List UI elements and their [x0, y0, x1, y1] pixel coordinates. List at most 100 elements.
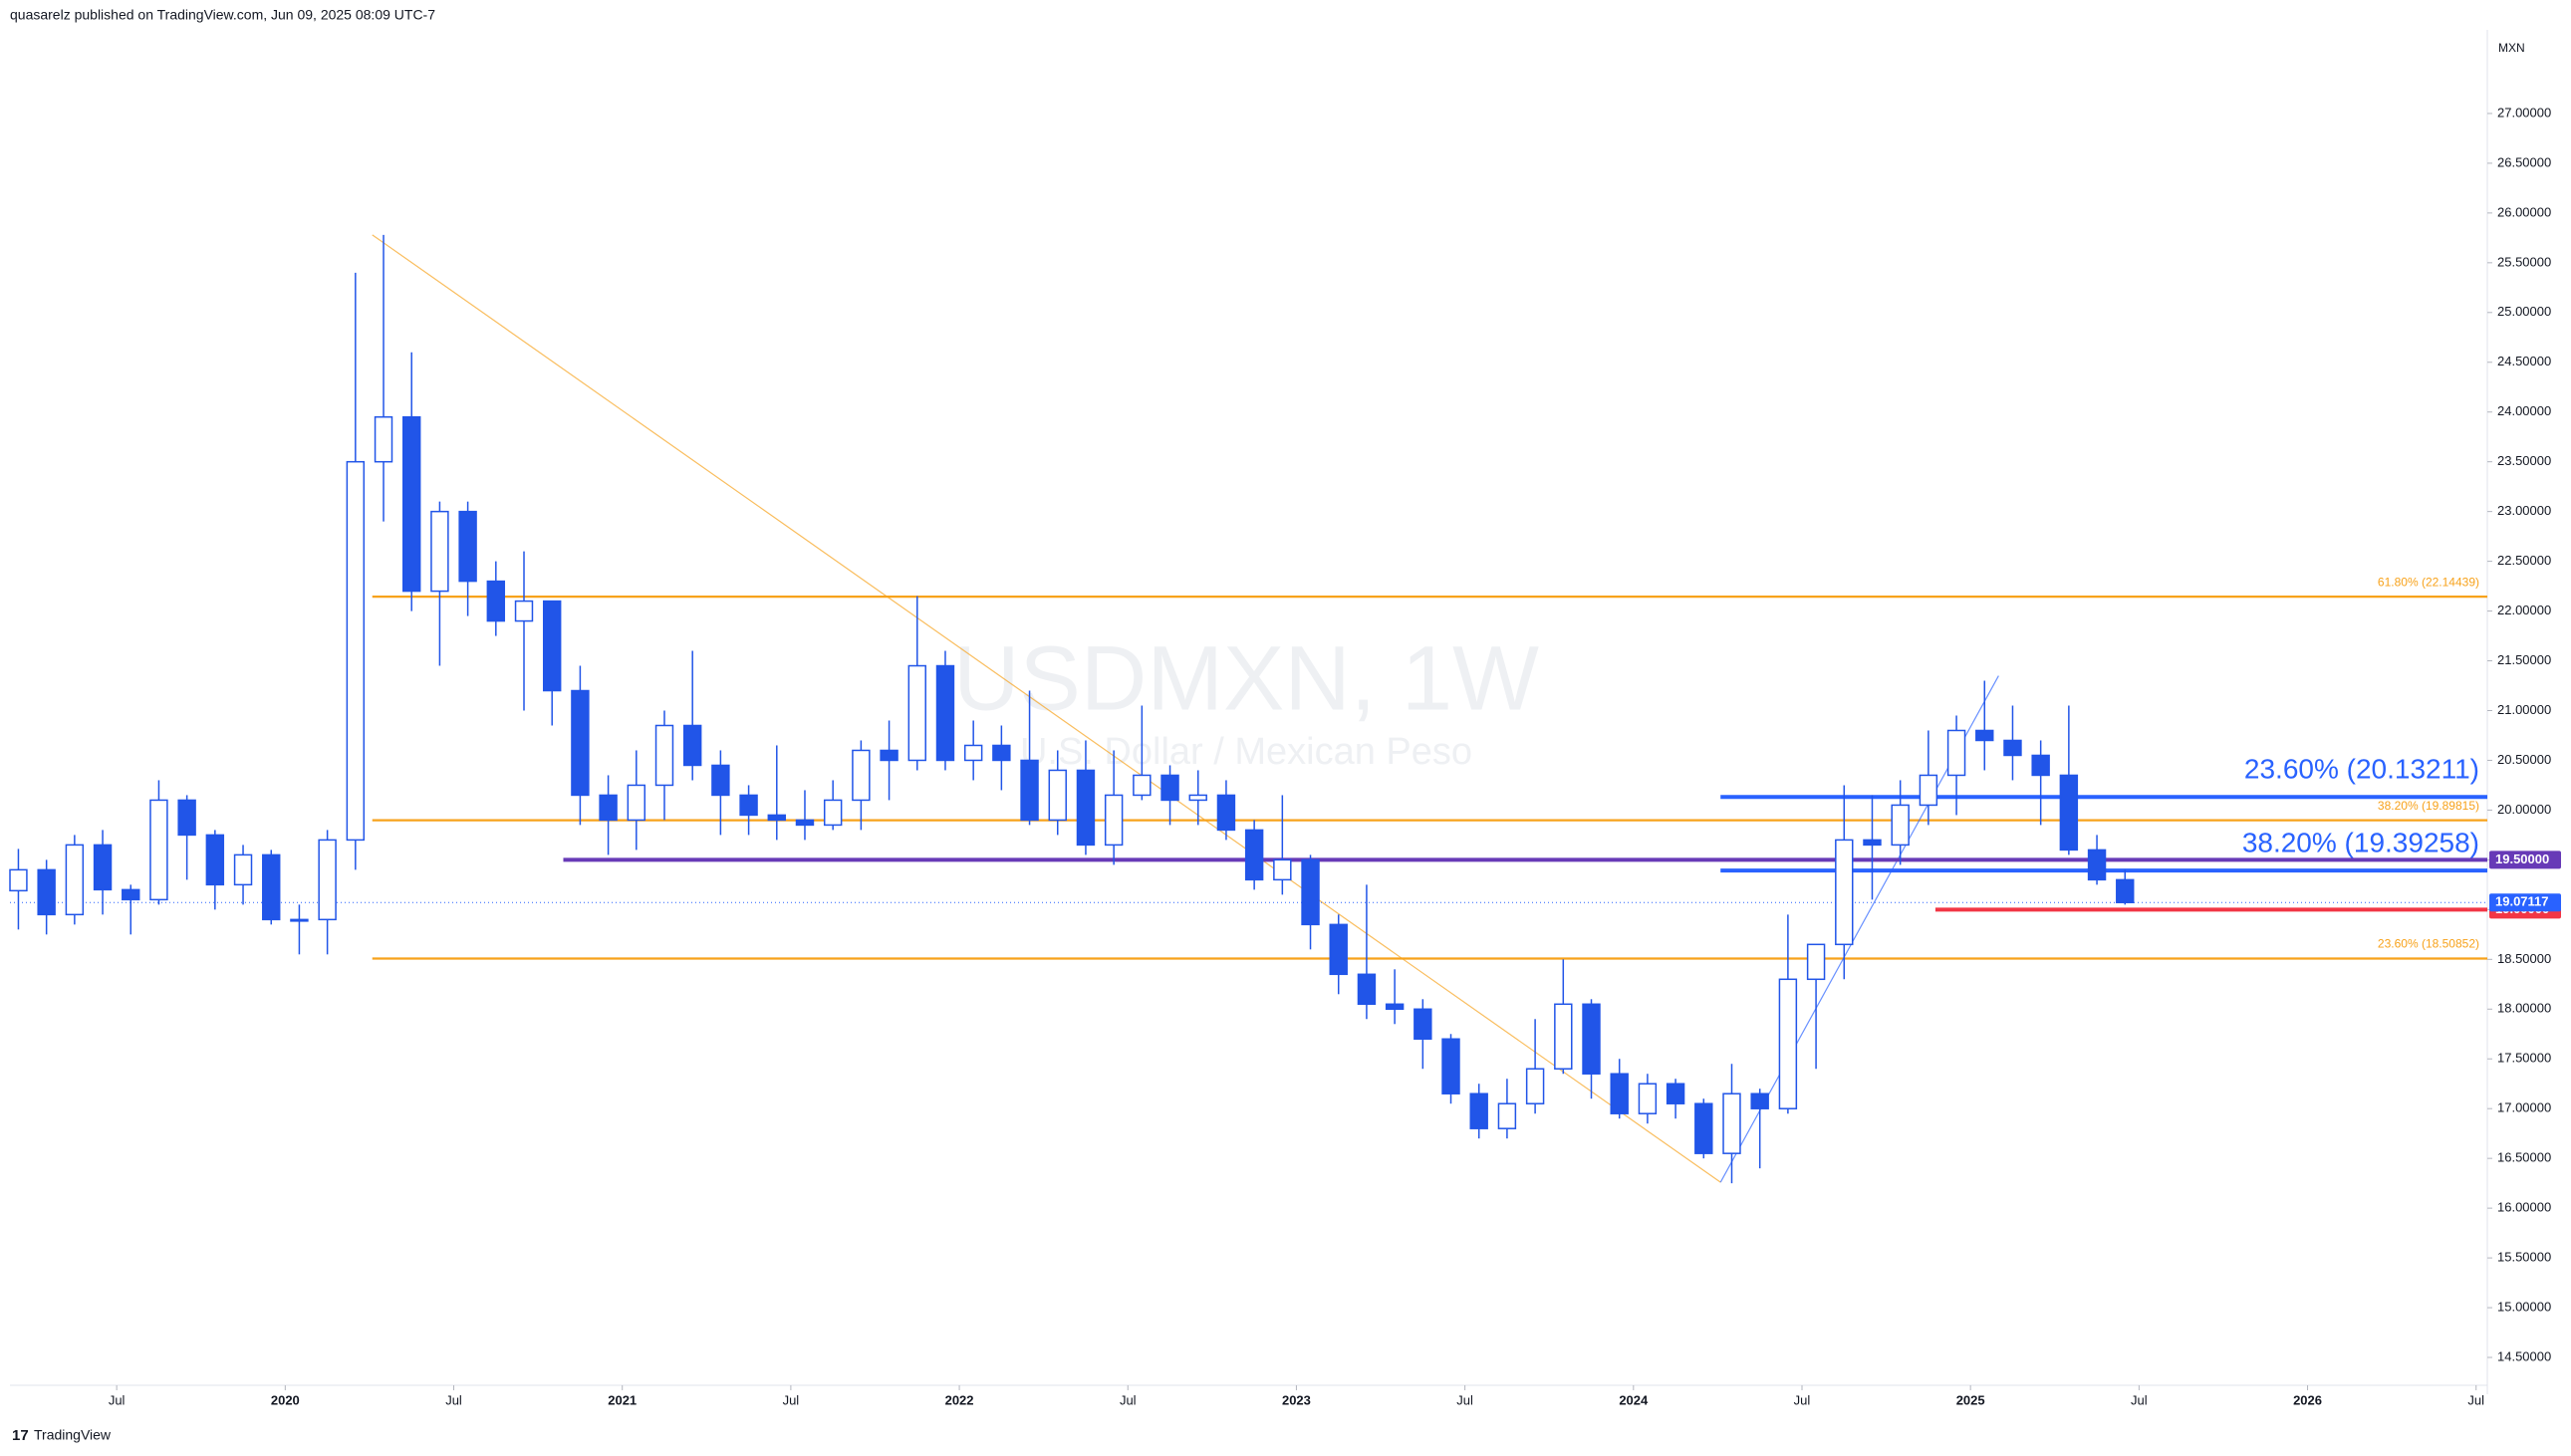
y-tick-label: 22.50000	[2497, 553, 2551, 568]
price-badge	[2489, 893, 2561, 912]
x-tick-label: Jul	[1120, 1392, 1137, 1407]
candle-body	[935, 664, 955, 762]
y-tick-label: 16.00000	[2497, 1200, 2551, 1215]
candle-body	[1048, 769, 1067, 822]
candle-body	[1694, 1102, 1713, 1154]
y-tick-label: 15.00000	[2497, 1299, 2551, 1314]
candle-body	[1441, 1038, 1460, 1094]
candle-body	[992, 744, 1011, 762]
candle-body	[1554, 1003, 1573, 1070]
candle-body	[599, 794, 618, 822]
y-tick-label: 14.50000	[2497, 1348, 2551, 1363]
y-tick-label: 26.50000	[2497, 154, 2551, 169]
price-badge-label: 19.07117	[2495, 894, 2549, 909]
candle-body	[1806, 943, 1826, 981]
x-tick-label: 2020	[271, 1392, 300, 1407]
candle-body	[907, 664, 926, 762]
candle-body	[318, 839, 337, 921]
candle-body	[1469, 1092, 1488, 1129]
candle-body	[1863, 839, 1882, 847]
candle-body	[1975, 729, 1994, 742]
y-tick-label: 15.50000	[2497, 1250, 2551, 1265]
candle-body	[1357, 973, 1377, 1006]
candle-body	[627, 784, 646, 822]
candle-body	[149, 799, 168, 901]
candle-body	[1722, 1092, 1741, 1154]
y-tick-label: 24.50000	[2497, 354, 2551, 368]
candle-body	[795, 819, 815, 827]
candle-body	[1385, 1003, 1405, 1011]
candle-body	[1778, 978, 1798, 1109]
x-tick-label: 2023	[1282, 1392, 1311, 1407]
x-tick-label: Jul	[445, 1392, 462, 1407]
candle-body	[2031, 754, 2050, 777]
y-tick-label: 26.00000	[2497, 204, 2551, 219]
candle-body	[514, 600, 534, 622]
candle-body	[1525, 1068, 1545, 1104]
y-tick-label: 17.00000	[2497, 1100, 2551, 1115]
candle-body	[1497, 1102, 1517, 1129]
y-tick-label: 27.00000	[2497, 105, 2551, 120]
candle-body	[1891, 804, 1910, 847]
x-tick-label: 2026	[2293, 1392, 2322, 1407]
candle-body	[542, 600, 562, 692]
candle-body	[1301, 858, 1320, 926]
candle-body	[1610, 1073, 1629, 1114]
candle-body	[1216, 794, 1236, 832]
candle-body	[767, 814, 786, 822]
candle-body	[1638, 1083, 1658, 1114]
candle-body	[122, 888, 140, 901]
candle-body	[233, 853, 253, 886]
header: quasarelz published on TradingView.com, …	[10, 7, 435, 23]
y-tick-label: 24.00000	[2497, 403, 2551, 418]
candle-body	[1104, 794, 1124, 847]
candle-body	[93, 844, 113, 891]
candle-body	[880, 749, 899, 762]
candle-body	[486, 580, 506, 622]
candle-body	[9, 868, 28, 892]
price-badge-label: 19.50000	[2495, 851, 2549, 866]
logo: 17	[12, 1427, 29, 1444]
candle-body	[1020, 759, 1039, 822]
currency: MXN	[2498, 41, 2525, 55]
candle-body	[2087, 849, 2107, 881]
candle-body	[682, 724, 702, 767]
fib-trend-line	[372, 234, 1721, 1183]
candle-body	[290, 918, 309, 922]
candle-body	[1666, 1083, 1685, 1104]
candle-body	[1133, 774, 1152, 797]
candle-body	[177, 799, 196, 837]
x-tick-label: Jul	[1794, 1392, 1811, 1407]
footer: TradingView	[34, 1427, 112, 1443]
x-tick-label: 2025	[1956, 1392, 1985, 1407]
fib-label: 23.60% (18.50852)	[2378, 937, 2479, 951]
candle-body	[374, 415, 393, 463]
candle-body	[37, 868, 56, 916]
candle-body	[1273, 858, 1292, 881]
candle-body	[1414, 1008, 1432, 1041]
price-badge	[2489, 850, 2561, 869]
candle-body	[1160, 774, 1179, 802]
candle-body	[1946, 729, 1966, 777]
candle-body	[823, 799, 843, 827]
y-tick-label: 16.50000	[2497, 1150, 2551, 1165]
candle-body	[2003, 739, 2022, 757]
fib-label: 23.60% (20.13211)	[2244, 754, 2479, 785]
candle-body	[1835, 839, 1854, 946]
y-tick-label: 22.00000	[2497, 603, 2551, 617]
y-tick-label: 18.00000	[2497, 1001, 2551, 1016]
x-tick-label: Jul	[2131, 1392, 2148, 1407]
candle-body	[2116, 878, 2135, 903]
candle-body	[571, 689, 590, 797]
candle-body	[458, 510, 477, 583]
candle-body	[739, 794, 758, 817]
candle-body	[1329, 923, 1348, 976]
candle-body	[1750, 1092, 1769, 1109]
x-tick-label: 2021	[608, 1392, 637, 1407]
y-tick-label: 20.00000	[2497, 802, 2551, 817]
candle-body	[1244, 829, 1264, 881]
candle-body	[1582, 1003, 1601, 1075]
fib-label: 38.20% (19.39258)	[2242, 828, 2479, 858]
